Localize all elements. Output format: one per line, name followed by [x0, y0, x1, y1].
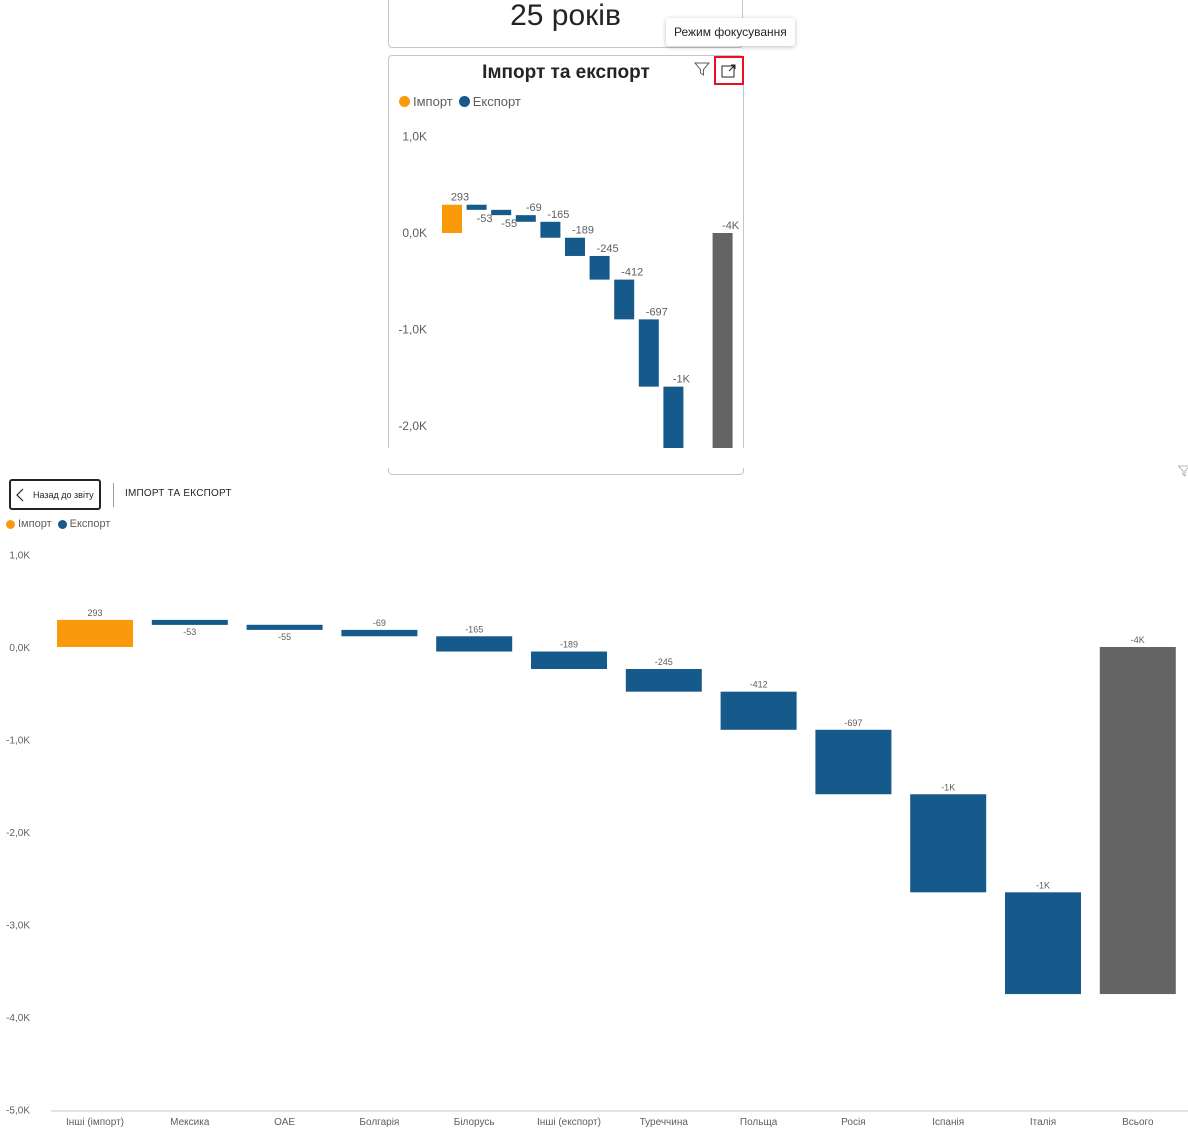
legend-item-export: Експорт [458, 94, 521, 109]
waterfall-bar[interactable] [712, 233, 733, 448]
legend-dot-import-icon [399, 96, 410, 107]
legend-label-import: Імпорт [18, 518, 52, 530]
legend-label-import: Імпорт [413, 94, 453, 109]
legend-item-import: Імпорт [399, 94, 453, 109]
kpi-value: 25 років [510, 0, 621, 32]
waterfall-bar[interactable] [515, 215, 536, 222]
y-tick-label: 1,0K [9, 551, 30, 562]
data-label: -1K [941, 782, 955, 792]
legend-label-export: Експорт [69, 518, 111, 530]
mini-waterfall-chart: 1,0K 0,0K -1,0K -2,0K 293 -53 -55 -69 -165-189-2… [398, 130, 740, 448]
data-label: -165 [547, 209, 569, 221]
waterfall-bar[interactable] [614, 279, 635, 320]
waterfall-bar[interactable] [246, 624, 323, 630]
data-label: -412 [621, 267, 643, 279]
data-label: 293 [451, 192, 469, 204]
data-label: -165 [465, 624, 483, 634]
data-label: -55 [501, 218, 517, 230]
waterfall-bar[interactable] [910, 794, 987, 893]
y-tick-label: -5,0K [6, 1106, 30, 1117]
waterfall-bar[interactable] [531, 651, 607, 670]
x-tick-label: Болгарія [359, 1117, 399, 1128]
header-divider [113, 483, 114, 507]
waterfall-bar[interactable] [720, 691, 797, 730]
filter-icon[interactable] [1178, 465, 1188, 477]
waterfall-bar[interactable] [589, 255, 610, 280]
visual-title: Імпорт та експорт [482, 62, 650, 83]
x-tick-label: ОАЕ [274, 1117, 295, 1128]
y-tick-label: -3,0K [6, 921, 30, 932]
data-label: -55 [278, 632, 291, 642]
data-label: -69 [373, 618, 386, 628]
x-tick-label: Всього [1122, 1117, 1154, 1128]
data-label: -245 [597, 243, 619, 255]
y-tick-label: 0,0K [402, 226, 427, 240]
y-tick-label: 1,0K [402, 130, 427, 144]
data-label: -4K [722, 220, 740, 232]
data-label: -53 [477, 213, 493, 225]
data-label: -189 [560, 640, 578, 650]
focus-waterfall-chart: 1,0K 0,0K -1,0K -2,0K -3,0K -4,0K -5,0K 293 Інші… [6, 551, 1188, 1128]
data-label: -412 [750, 680, 768, 690]
y-tick-label: -2,0K [6, 828, 30, 839]
y-tick-label: -1,0K [6, 736, 30, 747]
focus-legend: Імпорт Експорт [6, 518, 110, 530]
x-tick-label: Інші (імпорт) [66, 1117, 124, 1128]
waterfall-bar[interactable] [151, 619, 228, 625]
x-tick-label: Мексика [170, 1117, 210, 1128]
waterfall-bar[interactable] [663, 386, 684, 448]
waterfall-bar[interactable] [638, 319, 659, 387]
waterfall-bar[interactable] [1005, 892, 1081, 995]
waterfall-bar[interactable] [565, 237, 585, 256]
y-tick-label: 0,0K [9, 643, 30, 654]
visual-legend: Імпорт Експорт [399, 94, 521, 109]
data-label: -1K [1036, 880, 1050, 890]
y-tick-label: -4,0K [6, 1013, 30, 1024]
x-tick-label: Росія [841, 1117, 865, 1128]
data-label: -69 [526, 202, 542, 214]
data-label: -189 [572, 225, 594, 237]
waterfall-bar[interactable] [442, 204, 462, 233]
import-export-visual[interactable]: Імпорт та експорт [388, 55, 744, 475]
focus-mode-tooltip: Режим фокусування [666, 18, 795, 46]
waterfall-bar[interactable] [341, 629, 418, 637]
section-divider [0, 448, 1188, 468]
legend-dot-export-icon [57, 519, 67, 529]
x-tick-label: Інші (експорт) [537, 1117, 601, 1128]
y-tick-label: -1,0K [398, 323, 427, 337]
filter-icon[interactable] [694, 61, 710, 77]
waterfall-bar[interactable] [540, 221, 561, 238]
waterfall-bar[interactable] [1099, 647, 1176, 995]
legend-label-export: Експорт [472, 94, 521, 109]
focus-mode-button[interactable] [714, 56, 744, 85]
back-to-report-button[interactable]: Назад до звіту [9, 479, 101, 510]
x-tick-label: Польща [740, 1117, 778, 1128]
waterfall-bar[interactable] [436, 636, 513, 652]
y-tick-label: -2,0K [398, 419, 427, 433]
legend-dot-import-icon [6, 519, 15, 529]
waterfall-bar[interactable] [466, 204, 487, 210]
waterfall-bar[interactable] [815, 729, 892, 795]
x-tick-label: Іспанія [932, 1117, 964, 1128]
focus-visual-title: ІМПОРТ ТА ЕКСПОРТ [125, 488, 232, 499]
waterfall-bar[interactable] [625, 669, 702, 692]
x-tick-label: Італія [1030, 1117, 1056, 1128]
x-tick-label: Білорусь [454, 1117, 495, 1128]
back-to-report-label: Назад до звіту [33, 489, 94, 500]
data-label: -245 [655, 657, 673, 667]
waterfall-bar[interactable] [491, 209, 512, 216]
chevron-left-icon [16, 488, 24, 501]
legend-item-export: Експорт [57, 518, 111, 530]
data-label: -1K [673, 374, 691, 386]
waterfall-bar[interactable] [57, 619, 133, 647]
data-label: -53 [183, 627, 196, 637]
legend-dot-export-icon [458, 96, 470, 107]
focus-mode-icon [721, 64, 736, 77]
data-label: -697 [844, 718, 862, 728]
data-label: 293 [87, 608, 102, 618]
x-tick-label: Туреччина [640, 1117, 689, 1128]
data-label: -697 [646, 306, 668, 318]
legend-item-import: Імпорт [6, 518, 52, 530]
data-label: -4K [1131, 635, 1145, 645]
